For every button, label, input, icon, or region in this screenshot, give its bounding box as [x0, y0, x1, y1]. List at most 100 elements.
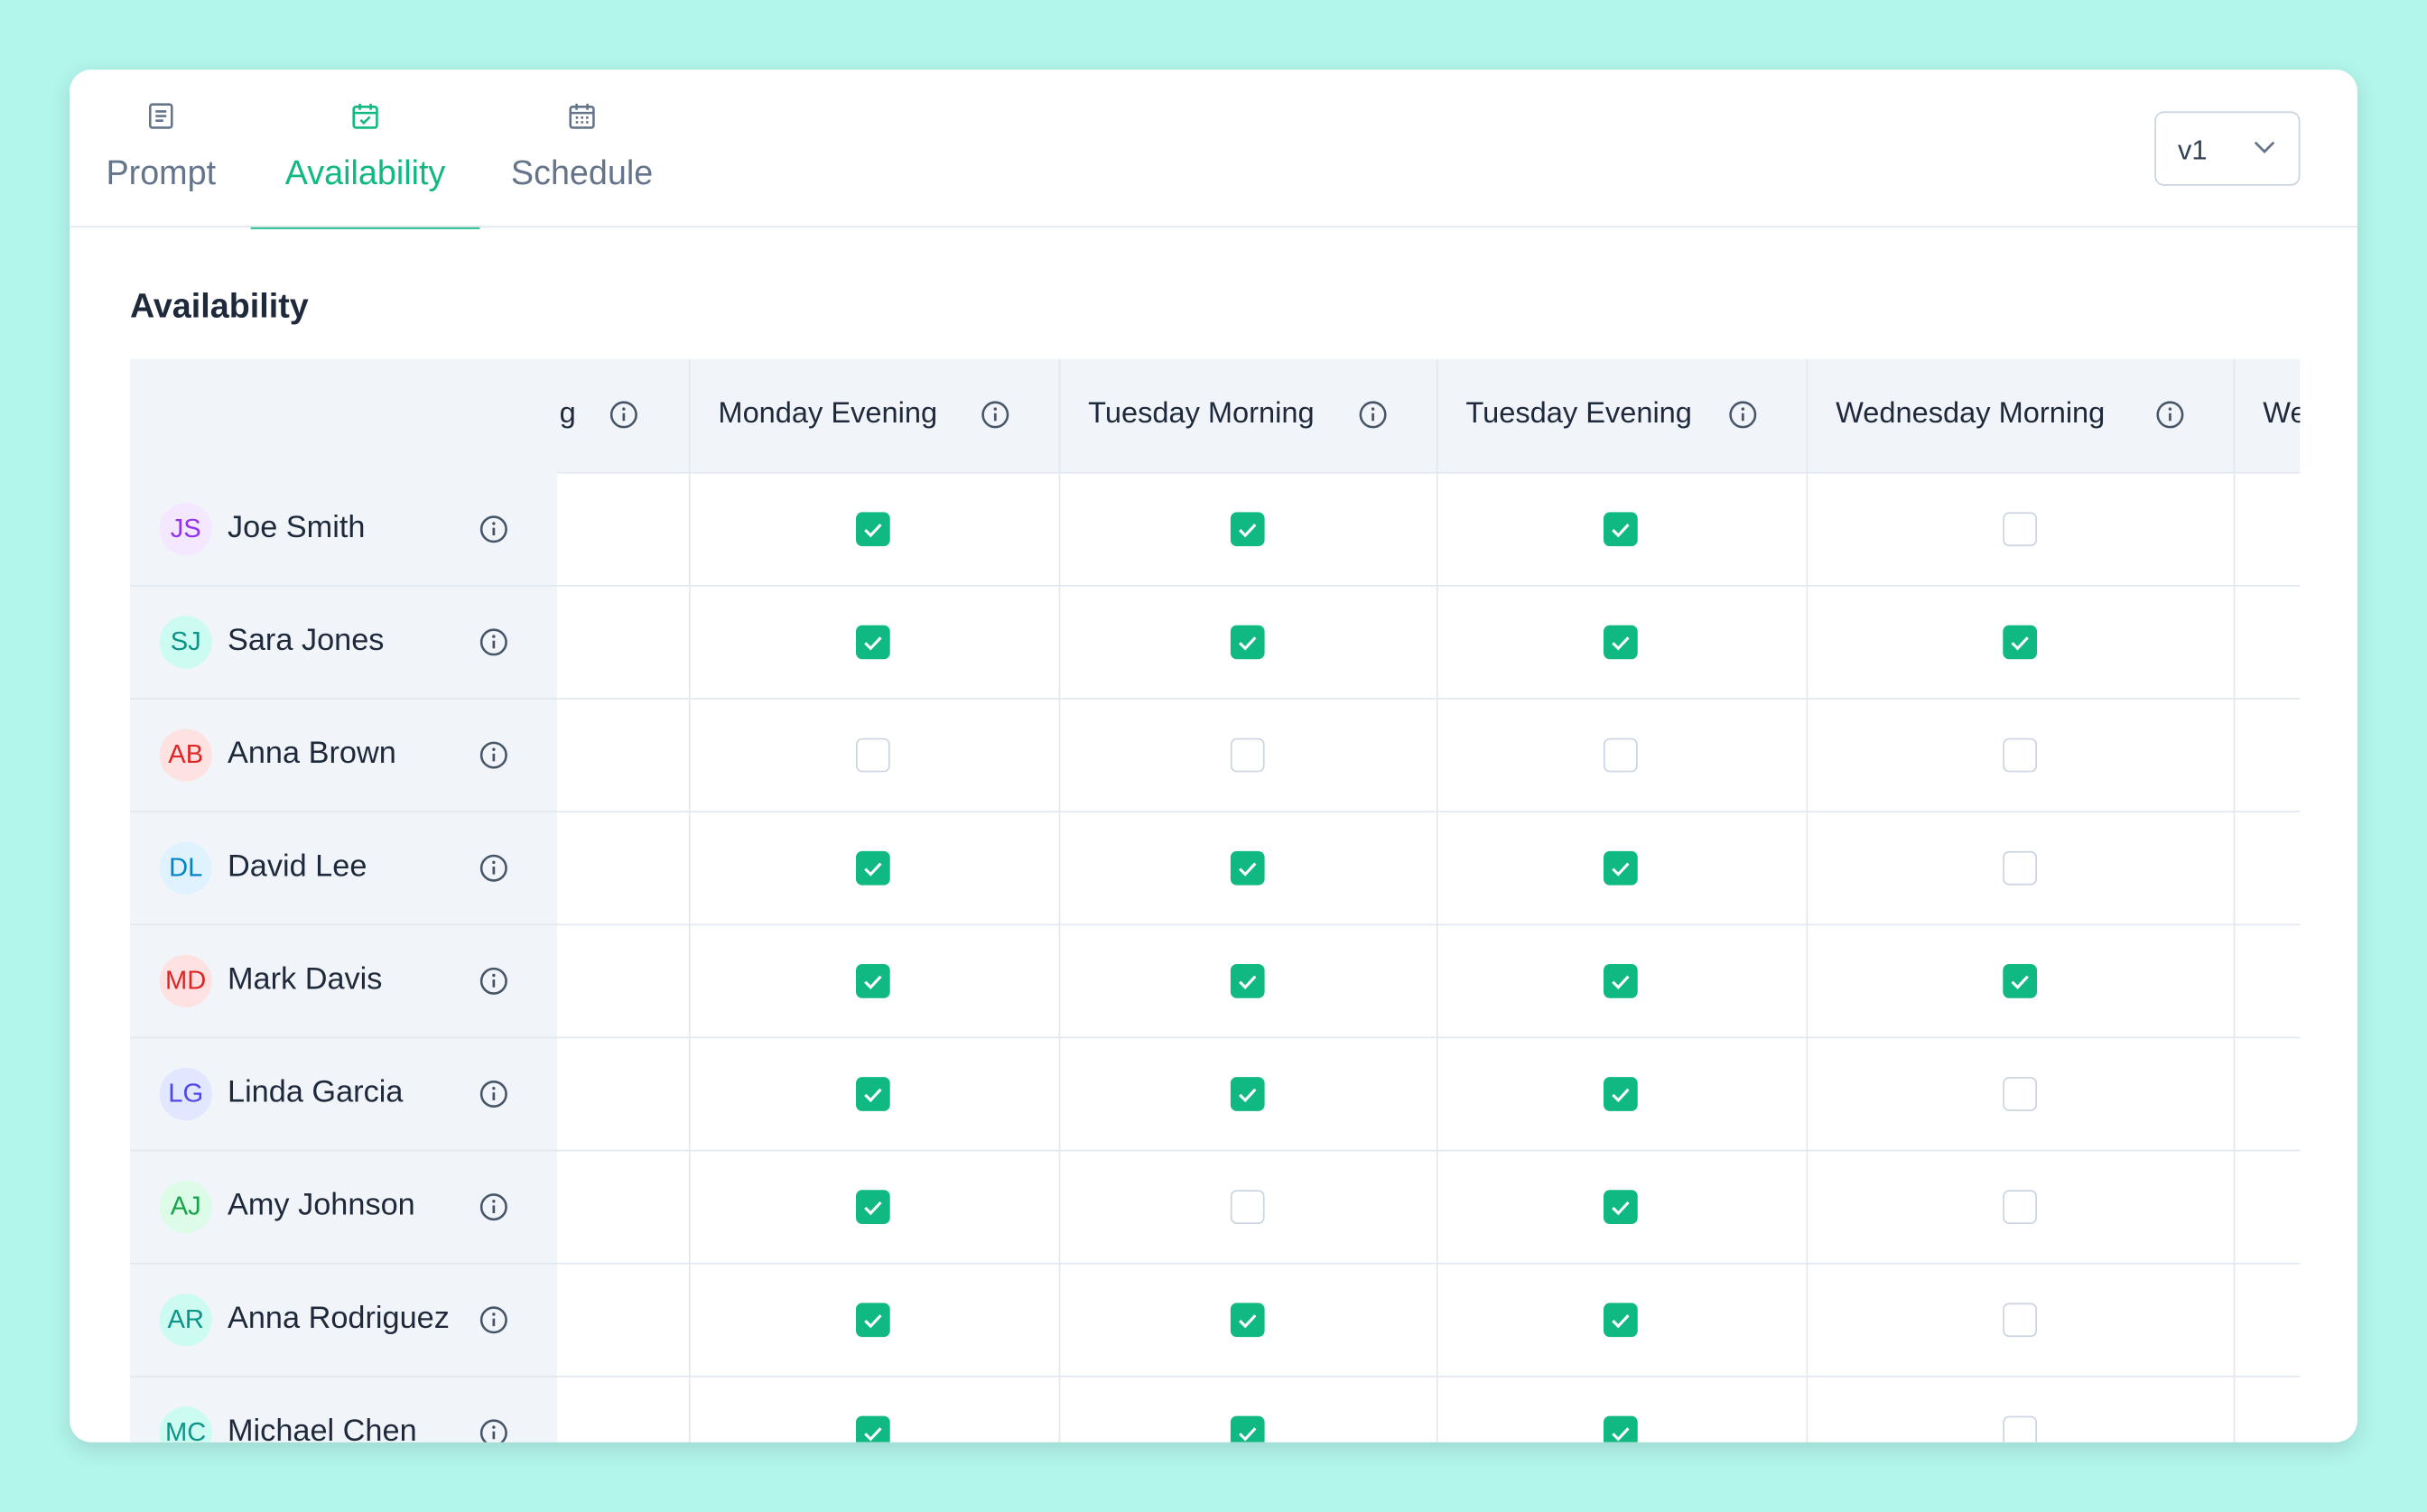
section-title: Availability — [130, 286, 309, 326]
column-header: Tuesday Evening — [1465, 397, 1692, 431]
tab-icon — [569, 103, 595, 129]
column-divider — [2233, 358, 2236, 1442]
avatar: AR — [159, 1294, 212, 1347]
column-divider — [1436, 358, 1438, 1442]
avatar: JS — [159, 503, 212, 556]
row-divider — [130, 923, 2301, 926]
checkbox[interactable] — [856, 1415, 890, 1442]
info-icon[interactable] — [1727, 399, 1758, 430]
checkbox[interactable] — [1604, 1077, 1638, 1111]
checkbox[interactable] — [2003, 512, 2038, 547]
checkbox[interactable] — [2003, 1415, 2038, 1442]
row-divider — [130, 698, 2301, 700]
avatar: DL — [159, 841, 212, 895]
checkbox[interactable] — [2003, 964, 2038, 998]
person-name: Anna Brown — [228, 737, 396, 771]
row-divider — [130, 811, 2301, 813]
person-name: Sara Jones — [228, 623, 385, 658]
column-divider — [1806, 358, 1809, 1442]
checkbox[interactable] — [1604, 1415, 1638, 1442]
checkbox[interactable] — [2003, 1077, 2038, 1111]
info-icon[interactable] — [479, 626, 509, 657]
person-name: Anna Rodriguez — [228, 1301, 450, 1336]
info-icon[interactable] — [479, 1079, 509, 1109]
checkbox[interactable] — [856, 625, 890, 660]
info-icon[interactable] — [479, 1192, 509, 1222]
row-divider — [130, 1262, 2301, 1265]
checkbox[interactable] — [1230, 737, 1265, 773]
avatar: LG — [159, 1067, 212, 1121]
checkbox[interactable] — [1230, 850, 1265, 886]
person-name: Mark Davis — [228, 962, 383, 997]
checkbox[interactable] — [856, 964, 890, 998]
row-divider — [130, 585, 2301, 587]
checkbox[interactable] — [856, 1077, 890, 1111]
info-icon[interactable] — [980, 399, 1010, 430]
person-name: Joe Smith — [228, 510, 366, 545]
person-name: Linda Garcia — [228, 1075, 404, 1110]
checkbox[interactable] — [2003, 737, 2038, 773]
tab-icon — [352, 103, 378, 129]
checkbox[interactable] — [1604, 737, 1638, 773]
checkbox[interactable] — [1230, 964, 1265, 998]
checkbox[interactable] — [1230, 1077, 1265, 1111]
checkbox[interactable] — [1230, 1190, 1265, 1225]
tab-icon — [149, 103, 173, 129]
checkbox[interactable] — [1604, 964, 1638, 998]
info-icon[interactable] — [479, 853, 509, 884]
column-divider — [1058, 358, 1061, 1442]
checkbox[interactable] — [2003, 1303, 2038, 1338]
info-icon[interactable] — [2154, 399, 2185, 430]
availability-table: g Monday Evening Tuesday Morning Tuesday Ev… — [130, 358, 2301, 1442]
info-icon[interactable] — [479, 966, 509, 997]
row-divider — [130, 1149, 2301, 1152]
column-header: Wednesday Morning — [1836, 397, 2106, 431]
version-select[interactable]: v1 — [2154, 111, 2301, 186]
checkbox[interactable] — [1604, 850, 1638, 886]
info-icon[interactable] — [479, 1417, 509, 1442]
checkbox[interactable] — [1604, 512, 1638, 547]
person-name: Amy Johnson — [228, 1188, 415, 1223]
column-header: Monday Evening — [718, 397, 938, 431]
checkbox[interactable] — [2003, 850, 2038, 886]
checkbox[interactable] — [856, 1190, 890, 1225]
chevron — [2254, 141, 2275, 153]
column-header: We — [2263, 397, 2300, 431]
tab-schedule[interactable]: Schedule — [488, 70, 676, 226]
tab-prompt[interactable]: Prompt — [74, 70, 247, 226]
info-icon[interactable] — [479, 739, 509, 770]
info-icon[interactable] — [479, 514, 509, 544]
checkbox[interactable] — [856, 850, 890, 886]
avatar: SJ — [159, 616, 212, 669]
column-header: Tuesday Morning — [1088, 397, 1315, 431]
checkbox[interactable] — [1604, 625, 1638, 660]
tab-label: Availability — [284, 153, 446, 192]
checkbox[interactable] — [856, 512, 890, 547]
person-name: Michael Chen — [228, 1414, 417, 1442]
checkbox[interactable] — [1604, 1303, 1638, 1338]
person-name: David Lee — [228, 849, 367, 884]
checkbox[interactable] — [1230, 512, 1265, 547]
info-icon[interactable] — [1357, 399, 1388, 430]
tab-availability[interactable]: Availability — [250, 70, 480, 229]
checkbox[interactable] — [2003, 625, 2038, 660]
checkbox[interactable] — [1230, 1303, 1265, 1338]
row-divider — [130, 1376, 2301, 1377]
info-icon[interactable] — [479, 1304, 509, 1335]
checkbox[interactable] — [2003, 1190, 2038, 1225]
checkbox[interactable] — [1604, 1190, 1638, 1225]
avatar: AJ — [159, 1181, 212, 1234]
checkbox[interactable] — [856, 737, 890, 773]
tab-label: Prompt — [106, 153, 217, 192]
checkbox[interactable] — [856, 1303, 890, 1338]
info-icon[interactable] — [609, 399, 639, 430]
header-row — [130, 358, 2301, 474]
checkbox[interactable] — [1230, 1415, 1265, 1442]
avatar: MD — [159, 954, 212, 1008]
card: Prompt Availability Schedule v1 Availabi… — [70, 70, 2357, 1442]
row-divider — [130, 1036, 2301, 1039]
version-label: v1 — [2178, 135, 2208, 166]
checkbox[interactable] — [1230, 625, 1265, 660]
